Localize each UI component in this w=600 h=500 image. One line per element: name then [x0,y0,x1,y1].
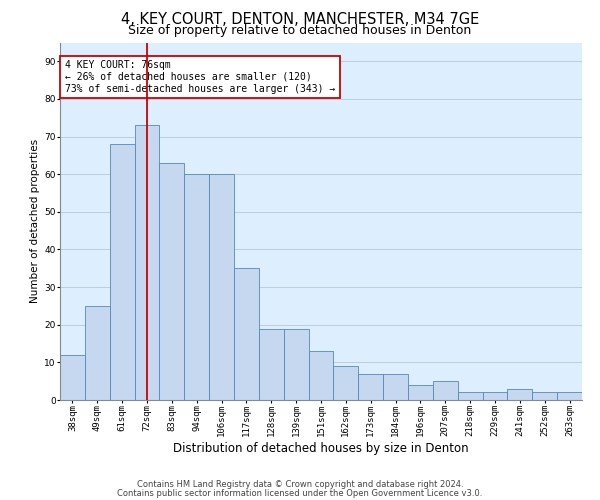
Bar [209,174,234,400]
Bar [408,385,433,400]
Y-axis label: Number of detached properties: Number of detached properties [30,139,40,304]
Bar [110,144,134,400]
Bar [433,381,458,400]
Text: 4 KEY COURT: 76sqm
← 26% of detached houses are smaller (120)
73% of semi-detach: 4 KEY COURT: 76sqm ← 26% of detached hou… [65,60,335,94]
Bar [234,268,259,400]
Bar [383,374,408,400]
Bar [184,174,209,400]
Bar [308,351,334,400]
Bar [160,163,184,400]
Bar [134,126,160,400]
Text: 4, KEY COURT, DENTON, MANCHESTER, M34 7GE: 4, KEY COURT, DENTON, MANCHESTER, M34 7G… [121,12,479,28]
Bar [259,328,284,400]
Bar [482,392,508,400]
Text: Contains public sector information licensed under the Open Government Licence v3: Contains public sector information licen… [118,488,482,498]
Bar [557,392,582,400]
Bar [85,306,110,400]
Bar [60,355,85,400]
Bar [284,328,308,400]
Bar [458,392,482,400]
Bar [508,388,532,400]
Bar [532,392,557,400]
Text: Contains HM Land Registry data © Crown copyright and database right 2024.: Contains HM Land Registry data © Crown c… [137,480,463,489]
Bar [358,374,383,400]
X-axis label: Distribution of detached houses by size in Denton: Distribution of detached houses by size … [173,442,469,455]
Bar [334,366,358,400]
Text: Size of property relative to detached houses in Denton: Size of property relative to detached ho… [128,24,472,37]
